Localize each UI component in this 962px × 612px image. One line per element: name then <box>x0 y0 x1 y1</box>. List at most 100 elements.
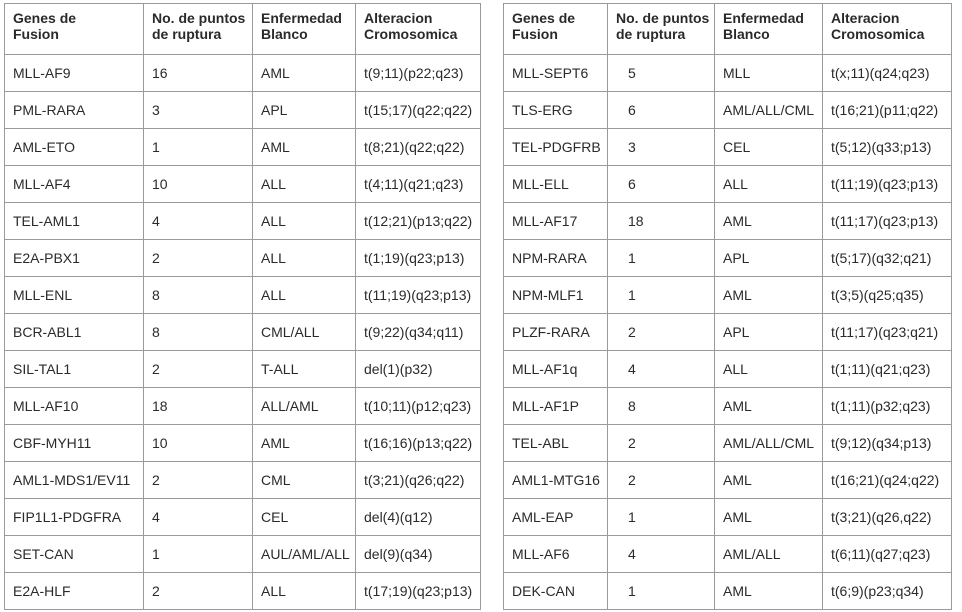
gene-fusion-cell: MLL-ELL <box>503 165 608 203</box>
target-disease-cell: AML <box>714 461 823 499</box>
breakpoints-cell: 2 <box>143 572 253 610</box>
header-enfermedad-blanco: Enfermedad Blanco <box>714 3 823 55</box>
table-row: MLL-ELL 6 ALL t(11;19)(q23;p13) <box>503 165 952 203</box>
table-row: E2A-PBX1 2 ALL t(1;19)(q23;p13) <box>4 239 481 277</box>
table-row: TEL-PDGFRB 3 CEL t(5;12)(q33;p13) <box>503 128 952 166</box>
target-disease-cell: AML/ALL/CML <box>714 424 823 462</box>
breakpoints-cell: 18 <box>143 387 253 425</box>
breakpoints-cell: 4 <box>143 202 253 240</box>
chromosomal-alteration-cell: t(15;17)(q22;q22) <box>355 91 481 129</box>
breakpoints-cell: 1 <box>607 498 715 536</box>
table-row: BCR-ABL1 8 CML/ALL t(9;22)(q34;q11) <box>4 313 481 351</box>
table-row: MLL-AF1q 4 ALL t(1;11)(q21;q23) <box>503 350 952 388</box>
gene-fusion-cell: TEL-PDGFRB <box>503 128 608 166</box>
table-row: SIL-TAL1 2 T-ALL del(1)(p32) <box>4 350 481 388</box>
chromosomal-alteration-cell: t(1;11)(p32;q23) <box>822 387 952 425</box>
breakpoints-cell: 1 <box>607 572 715 610</box>
breakpoints-cell: 8 <box>143 276 253 314</box>
target-disease-cell: APL <box>714 239 823 277</box>
header-row: Genes de Fusion No. de puntos de ruptura E… <box>503 3 952 55</box>
target-disease-cell: AML/ALL <box>714 535 823 573</box>
table-row: MLL-AF6 4 AML/ALL t(6;11)(q27;q23) <box>503 535 952 573</box>
chromosomal-alteration-cell: t(6;9)(p23;q34) <box>822 572 952 610</box>
gene-fusion-cell: SET-CAN <box>4 535 144 573</box>
chromosomal-alteration-cell: t(x;11)(q24;q23) <box>822 54 952 92</box>
gene-fusion-cell: SIL-TAL1 <box>4 350 144 388</box>
header-no-de-puntos: No. de puntos de ruptura <box>607 3 715 55</box>
breakpoints-cell: 10 <box>143 165 253 203</box>
breakpoints-cell: 1 <box>607 239 715 277</box>
breakpoints-cell: 1 <box>143 535 253 573</box>
gene-fusion-cell: PLZF-RARA <box>503 313 608 351</box>
chromosomal-alteration-cell: t(11;19)(q23;p13) <box>355 276 481 314</box>
table-row: MLL-AF17 18 AML t(11;17)(q23;p13) <box>503 202 952 240</box>
table-row: FIP1L1-PDGFRA 4 CEL del(4)(q12) <box>4 498 481 536</box>
gene-fusion-cell: E2A-PBX1 <box>4 239 144 277</box>
table-row: MLL-AF10 18 ALL/AML t(10;11)(p12;q23) <box>4 387 481 425</box>
gene-fusion-cell: TEL-AML1 <box>4 202 144 240</box>
breakpoints-cell: 4 <box>607 350 715 388</box>
gene-fusion-cell: AML1-MDS1/EV11 <box>4 461 144 499</box>
table-row: NPM-MLF1 1 AML t(3;5)(q25;q35) <box>503 276 952 314</box>
target-disease-cell: AML <box>714 387 823 425</box>
target-disease-cell: AML <box>714 276 823 314</box>
header-enfermedad-blanco: Enfermedad Blanco <box>252 3 356 55</box>
breakpoints-cell: 1 <box>143 128 253 166</box>
fusion-genes-table-right: Genes de Fusion No. de puntos de ruptura E… <box>503 3 952 610</box>
chromosomal-alteration-cell: t(9;22)(q34;q11) <box>355 313 481 351</box>
chromosomal-alteration-cell: t(8;21)(q22;q22) <box>355 128 481 166</box>
chromosomal-alteration-cell: t(6;11)(q27;q23) <box>822 535 952 573</box>
table-row: MLL-SEPT6 5 MLL t(x;11)(q24;q23) <box>503 54 952 92</box>
gene-fusion-cell: TLS-ERG <box>503 91 608 129</box>
gene-fusion-cell: PML-RARA <box>4 91 144 129</box>
breakpoints-cell: 10 <box>143 424 253 462</box>
gene-fusion-cell: CBF-MYH11 <box>4 424 144 462</box>
chromosomal-alteration-cell: del(1)(p32) <box>355 350 481 388</box>
chromosomal-alteration-cell: del(9)(q34) <box>355 535 481 573</box>
gene-fusion-cell: MLL-AF1P <box>503 387 608 425</box>
target-disease-cell: AML <box>252 128 356 166</box>
breakpoints-cell: 2 <box>143 461 253 499</box>
target-disease-cell: ALL <box>252 572 356 610</box>
gene-fusion-cell: MLL-SEPT6 <box>503 54 608 92</box>
table-row: TEL-AML1 4 ALL t(12;21)(p13;q22) <box>4 202 481 240</box>
target-disease-cell: AML <box>714 202 823 240</box>
gene-fusion-cell: TEL-ABL <box>503 424 608 462</box>
gene-fusion-cell: NPM-RARA <box>503 239 608 277</box>
table-row: AML-ETO 1 AML t(8;21)(q22;q22) <box>4 128 481 166</box>
target-disease-cell: ALL/AML <box>252 387 356 425</box>
gene-fusion-cell: FIP1L1-PDGFRA <box>4 498 144 536</box>
chromosomal-alteration-cell: t(3;21)(q26,q22) <box>822 498 952 536</box>
table-row: PLZF-RARA 2 APL t(11;17)(q23;q21) <box>503 313 952 351</box>
gene-fusion-cell: MLL-AF4 <box>4 165 144 203</box>
table-row: E2A-HLF 2 ALL t(17;19)(q23;p13) <box>4 572 481 610</box>
header-row: Genes de Fusion No. de puntos de ruptura E… <box>4 3 481 55</box>
target-disease-cell: APL <box>252 91 356 129</box>
target-disease-cell: T-ALL <box>252 350 356 388</box>
chromosomal-alteration-cell: t(4;11)(q21;q23) <box>355 165 481 203</box>
fusion-genes-table-left: Genes de Fusion No. de puntos de ruptura E… <box>4 3 481 610</box>
chromosomal-alteration-cell: t(12;21)(p13;q22) <box>355 202 481 240</box>
target-disease-cell: ALL <box>252 202 356 240</box>
chromosomal-alteration-cell: t(16;16)(p13;q22) <box>355 424 481 462</box>
breakpoints-cell: 3 <box>143 91 253 129</box>
gene-fusion-cell: MLL-AF6 <box>503 535 608 573</box>
breakpoints-cell: 5 <box>607 54 715 92</box>
breakpoints-cell: 2 <box>607 461 715 499</box>
breakpoints-cell: 2 <box>143 239 253 277</box>
chromosomal-alteration-cell: t(11;19)(q23;p13) <box>822 165 952 203</box>
gene-fusion-cell: MLL-AF9 <box>4 54 144 92</box>
chromosomal-alteration-cell: t(11;17)(q23;p13) <box>822 202 952 240</box>
chromosomal-alteration-cell: t(5;12)(q33;p13) <box>822 128 952 166</box>
gene-fusion-cell: MLL-AF17 <box>503 202 608 240</box>
gene-fusion-cell: MLL-AF10 <box>4 387 144 425</box>
chromosomal-alteration-cell: t(1;19)(q23;p13) <box>355 239 481 277</box>
target-disease-cell: APL <box>714 313 823 351</box>
table-row: CBF-MYH11 10 AML t(16;16)(p13;q22) <box>4 424 481 462</box>
table-row: MLL-AF4 10 ALL t(4;11)(q21;q23) <box>4 165 481 203</box>
chromosomal-alteration-cell: t(3;21)(q26;q22) <box>355 461 481 499</box>
breakpoints-cell: 2 <box>607 313 715 351</box>
header-alteracion-cromosomica: Alteracion Cromosomica <box>822 3 952 55</box>
target-disease-cell: ALL <box>252 276 356 314</box>
breakpoints-cell: 6 <box>607 165 715 203</box>
